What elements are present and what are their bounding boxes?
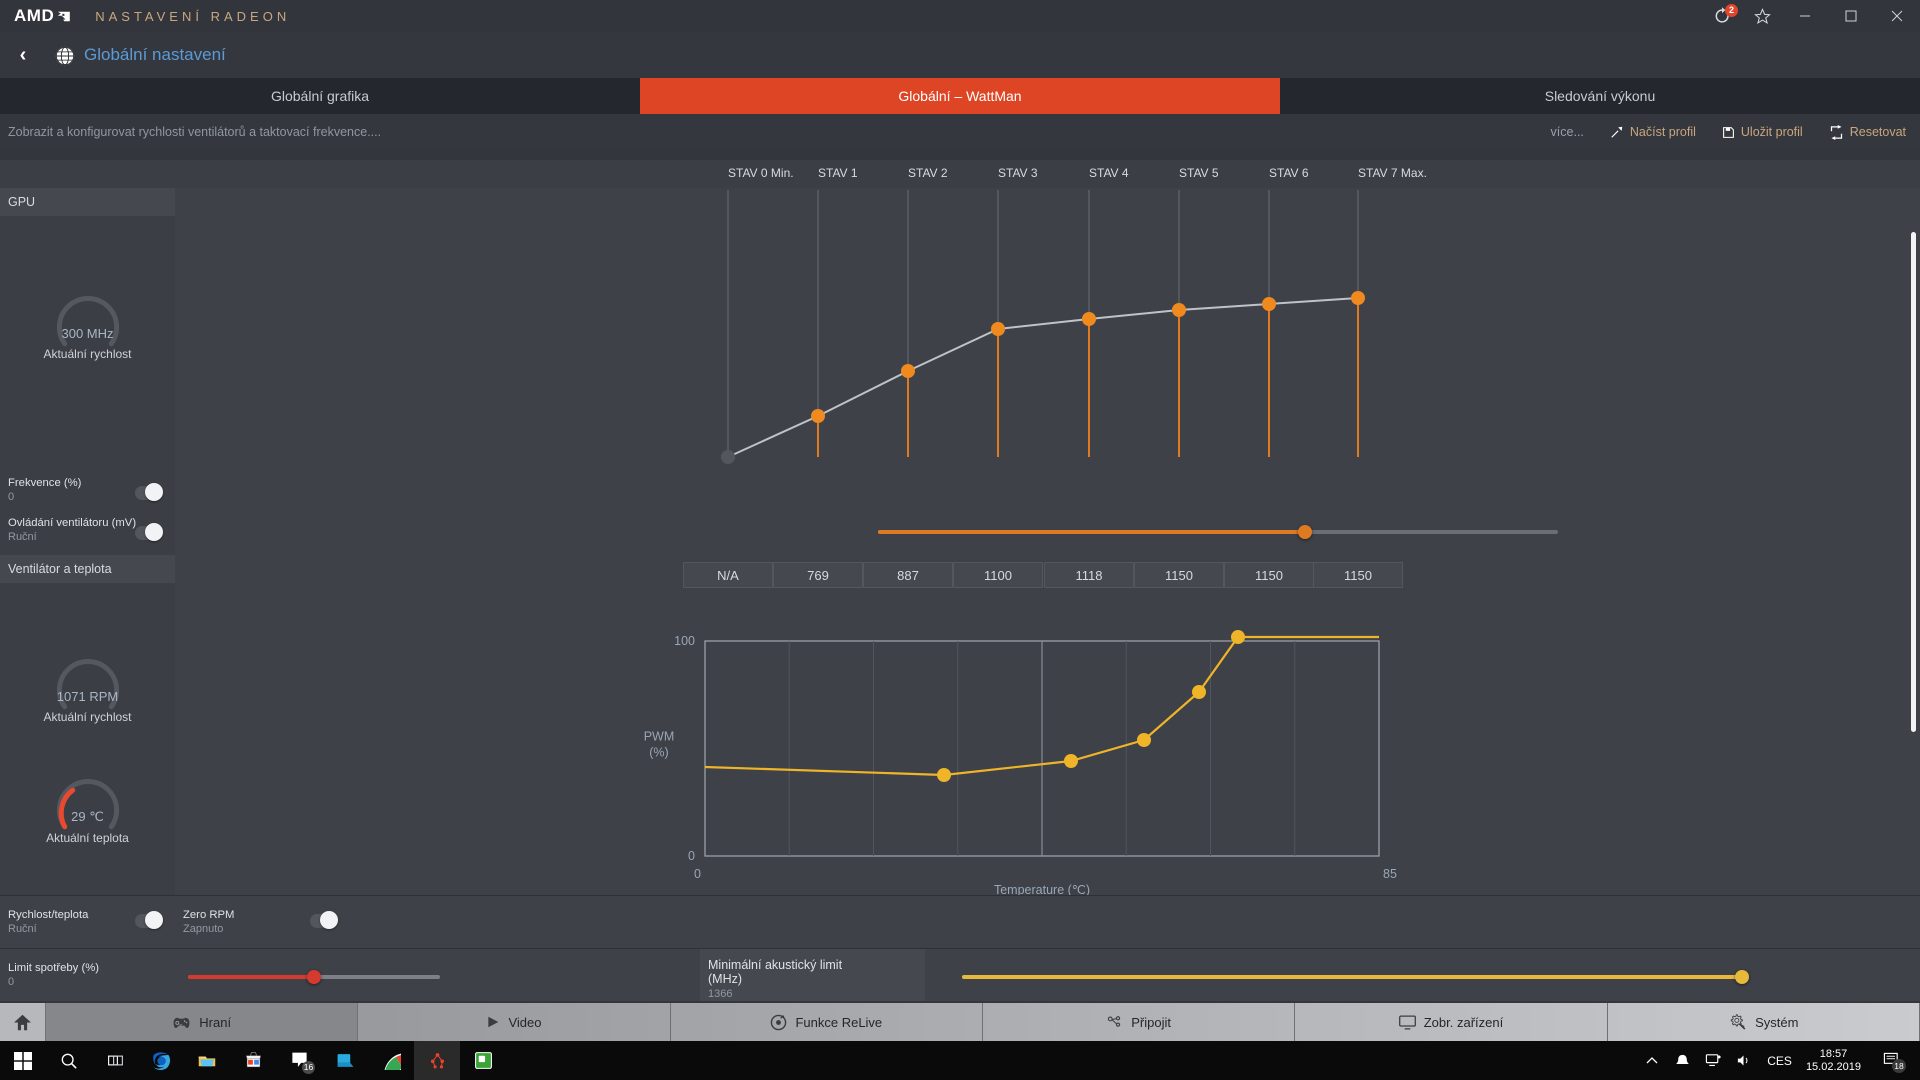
svg-text:(%): (%)	[649, 746, 668, 760]
svg-text:85: 85	[1383, 867, 1397, 881]
svg-text:PWM: PWM	[644, 730, 675, 744]
svg-text:100: 100	[674, 634, 695, 648]
svg-text:0: 0	[688, 849, 695, 863]
svg-text:0: 0	[694, 867, 701, 881]
